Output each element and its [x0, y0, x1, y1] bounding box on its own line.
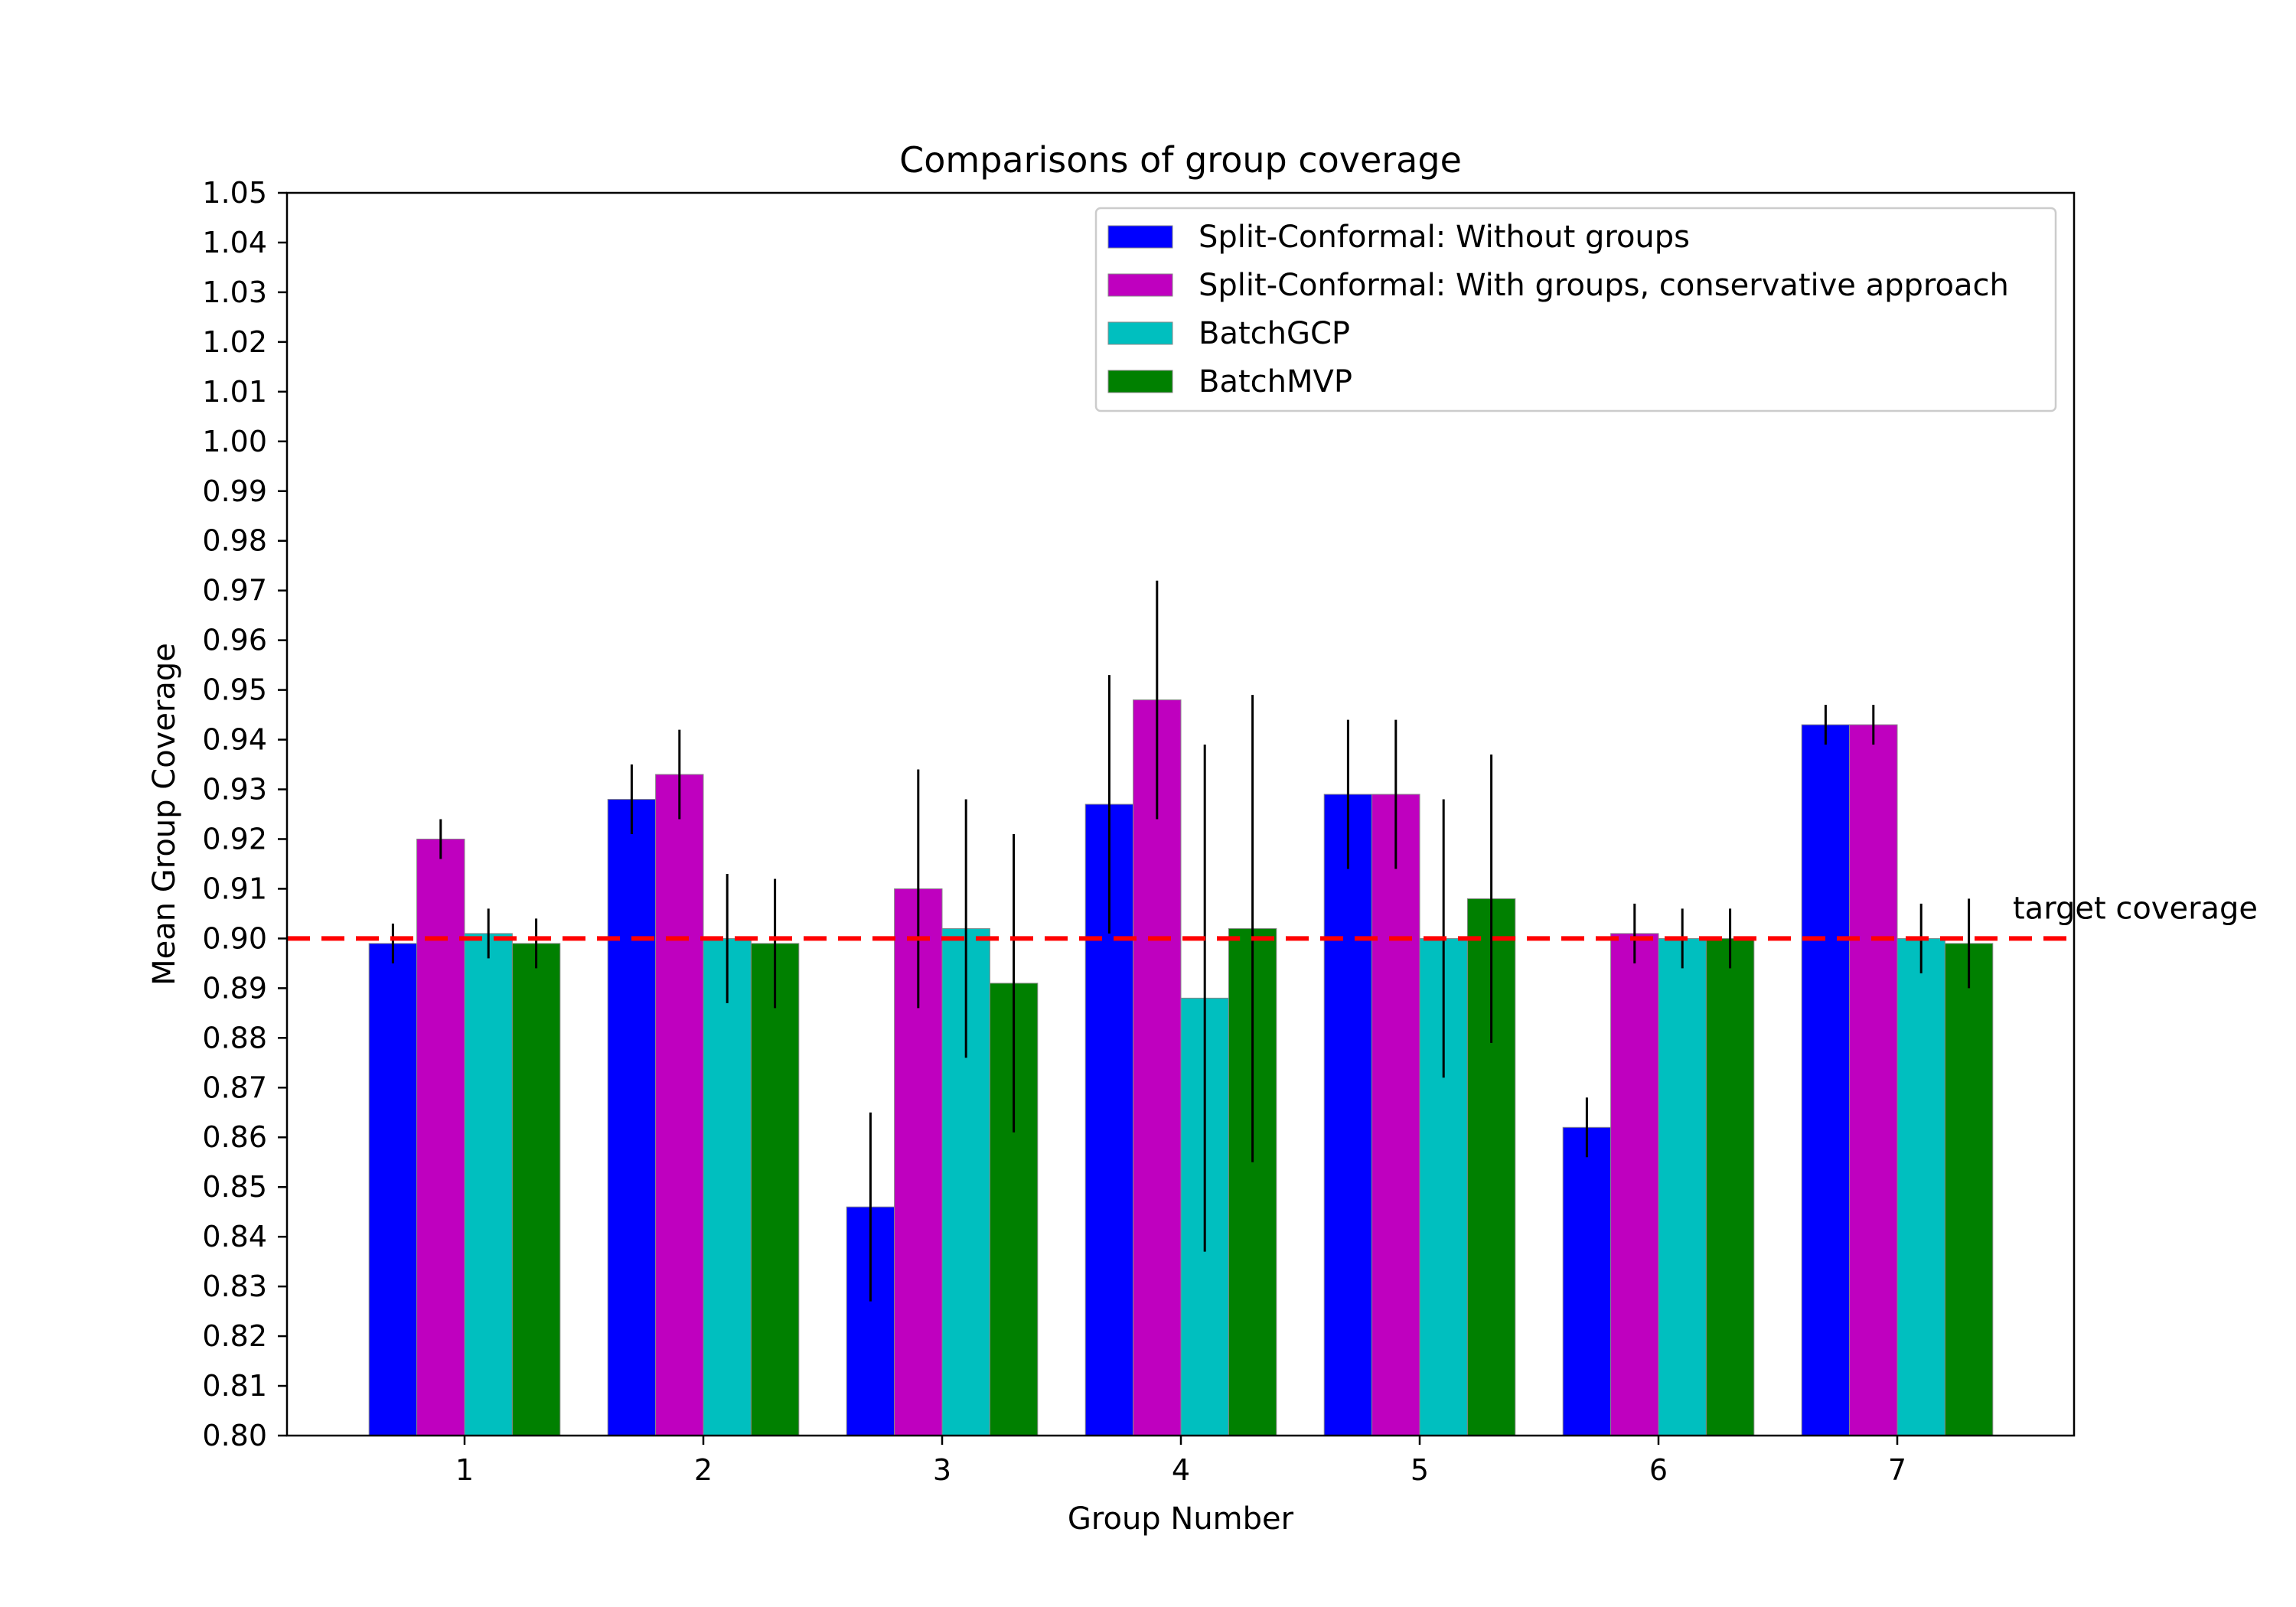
bar-series-1-group-7 [1801, 724, 1851, 1436]
x-axis-label: Group Number [1068, 1501, 1294, 1537]
y-tick-label: 0.85 [202, 1170, 267, 1204]
y-axis-label: Mean Group Coverage [147, 643, 182, 986]
y-tick-label: 0.84 [202, 1220, 267, 1253]
y-tick-label: 0.98 [202, 524, 267, 558]
legend-swatch [1107, 370, 1173, 393]
y-tick-label: 0.97 [202, 574, 267, 608]
y-tick-label: 1.01 [202, 375, 267, 409]
legend-swatch [1107, 321, 1173, 345]
y-tick-label: 0.83 [202, 1270, 267, 1303]
y-tick-label: 0.86 [202, 1120, 267, 1154]
x-tick-label: 7 [1888, 1453, 1906, 1487]
bar-series-4-group-7 [1944, 943, 1994, 1436]
x-tick-label: 3 [933, 1453, 951, 1487]
legend-box [1094, 207, 2057, 412]
y-tick-label: 0.96 [202, 624, 267, 657]
bar-series-2-group-2 [655, 774, 704, 1436]
y-tick-label: 0.87 [202, 1071, 267, 1104]
y-tick-label: 0.80 [202, 1419, 267, 1452]
bar-series-3-group-6 [1658, 937, 1707, 1436]
bar-series-2-group-7 [1849, 724, 1898, 1436]
y-tick-label: 1.03 [202, 275, 267, 309]
y-tick-label: 1.00 [202, 425, 267, 458]
bar-series-1-group-5 [1323, 794, 1373, 1436]
legend-label: Split-Conformal: With groups, conservati… [1199, 268, 2009, 303]
y-tick-label: 1.05 [202, 176, 267, 210]
x-tick-label: 5 [1411, 1453, 1429, 1487]
y-axis: 0.80 0.81 0.82 0.83 0.84 0.85 0.86 0.87 0.88 0.89… [202, 176, 287, 1452]
bar-series-4-group-2 [750, 943, 800, 1436]
x-axis: 1 2 3 4 5 6 7 [455, 1436, 1906, 1487]
bar-series-3-group-7 [1896, 937, 1945, 1436]
y-tick-label: 0.92 [202, 822, 267, 856]
y-tick-label: 0.82 [202, 1319, 267, 1353]
bar-series-2-group-5 [1371, 794, 1420, 1436]
legend-label: Split-Conformal: Without groups [1199, 220, 1690, 255]
bar-series-2-group-6 [1610, 933, 1659, 1436]
x-tick-label: 4 [1172, 1453, 1190, 1487]
y-tick-label: 1.02 [202, 325, 267, 359]
bar-series-1-group-1 [368, 943, 418, 1436]
bar-series-4-group-1 [511, 943, 561, 1436]
x-tick-label: 6 [1649, 1453, 1668, 1487]
y-tick-label: 0.95 [202, 673, 267, 707]
y-tick-label: 1.04 [202, 226, 267, 259]
legend: Split-Conformal: Without groups Split-Con… [1094, 207, 2057, 412]
y-tick-label: 0.89 [202, 971, 267, 1005]
y-tick-label: 0.81 [202, 1369, 267, 1403]
x-tick-label: 1 [455, 1453, 474, 1487]
chart-title: Comparisons of group coverage [899, 139, 1462, 181]
y-tick-label: 0.93 [202, 773, 267, 807]
bars-layer [368, 699, 1994, 1436]
target-coverage-label: target coverage [2013, 891, 2258, 926]
y-tick-label: 0.94 [202, 723, 267, 757]
legend-label: BatchGCP [1199, 316, 1350, 351]
y-tick-label: 0.88 [202, 1021, 267, 1054]
y-tick-label: 0.99 [202, 474, 267, 508]
bar-series-3-group-1 [464, 933, 513, 1436]
legend-label: BatchMVP [1199, 364, 1352, 399]
y-tick-label: 0.91 [202, 872, 267, 905]
legend-swatch [1107, 273, 1173, 297]
bar-series-2-group-1 [416, 838, 465, 1436]
error-bars-layer [391, 580, 1971, 1302]
bar-series-1-group-6 [1562, 1126, 1612, 1436]
y-tick-label: 0.90 [202, 921, 267, 955]
bar-series-4-group-6 [1705, 937, 1755, 1436]
legend-swatch [1107, 225, 1173, 249]
bar-series-3-group-2 [703, 937, 752, 1436]
bar-series-1-group-2 [607, 799, 657, 1436]
x-tick-label: 2 [694, 1453, 713, 1487]
